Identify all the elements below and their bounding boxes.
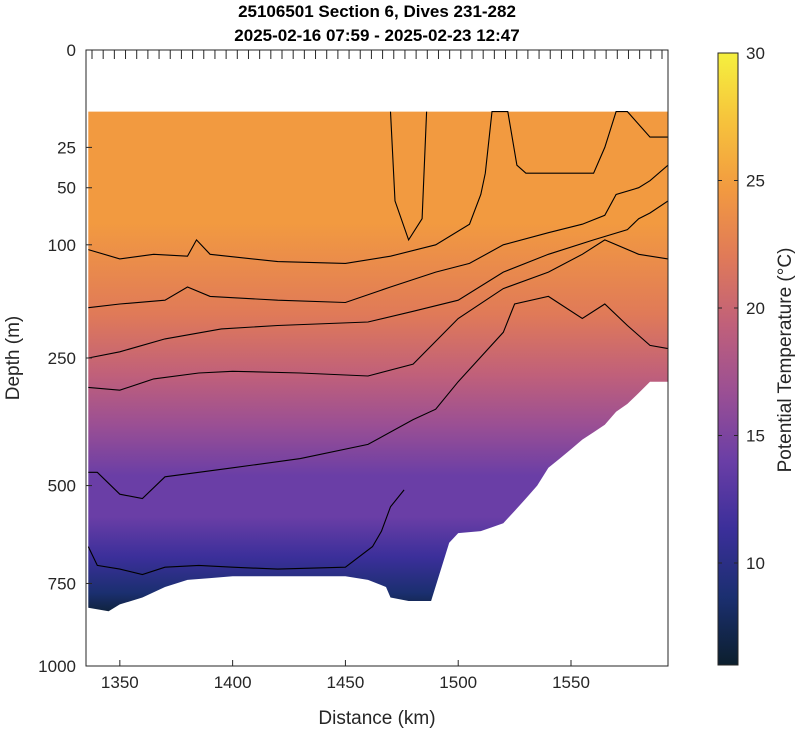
- x-tick-label: 1500: [439, 673, 477, 692]
- x-tick-label: 1450: [327, 673, 365, 692]
- colorbar-gradient: [718, 53, 738, 665]
- contour-lines: [87, 111, 668, 576]
- colorbar: 10 15 20 25 30: [717, 44, 765, 666]
- y-tick-label: 50: [57, 179, 76, 198]
- colorbar-ticks: 10 15 20 25 30: [718, 44, 765, 573]
- x-axis-label: Distance (km): [318, 708, 435, 729]
- y-tick-label: 25: [57, 138, 76, 157]
- y-tick-label: 1000: [38, 657, 76, 676]
- y-tick-label: 500: [48, 477, 76, 496]
- contour-line: [88, 239, 668, 391]
- y-tick-label: 250: [48, 349, 76, 368]
- contour-line: [389, 111, 428, 242]
- x-tick-label: 1350: [101, 673, 139, 692]
- colorbar-label: Potential Temperature (°C): [775, 248, 796, 473]
- contour-line: [87, 489, 405, 576]
- colorbar-tick-label: 25: [746, 172, 765, 191]
- x-tick-label: 1550: [552, 673, 590, 692]
- x-tick-label: 1400: [214, 673, 252, 692]
- temperature-field: [88, 111, 668, 612]
- colorbar-tick-label: 10: [746, 554, 765, 573]
- colorbar-tick-label: 30: [746, 44, 765, 63]
- plot-area: 1350 1400 1450 1500 1550 0 25 50 100 250 500 750 10…: [38, 41, 669, 692]
- contour-line: [88, 200, 668, 359]
- colorbar-frame: [717, 52, 739, 666]
- y-axis: 0 25 50 100 250 500 750 1000: [38, 41, 92, 676]
- colorbar-tick-label: 20: [746, 299, 765, 318]
- y-tick-label: 100: [48, 236, 76, 255]
- y-tick-label: 750: [48, 574, 76, 593]
- contour-line: [88, 295, 668, 500]
- colorbar-tick-label: 15: [746, 427, 765, 446]
- chart-title: 25106501 Section 6, Dives 231-282: [238, 2, 516, 21]
- chart-subtitle: 2025-02-16 07:59 - 2025-02-23 12:47: [234, 26, 519, 45]
- x-axis: 1350 1400 1450 1500 1550: [101, 660, 590, 692]
- dive-tick-marks: [91, 50, 663, 59]
- contour-line: [88, 164, 668, 309]
- y-axis-label: Depth (m): [3, 316, 24, 400]
- y-tick-label: 0: [67, 41, 76, 60]
- contour-line: [88, 111, 668, 264]
